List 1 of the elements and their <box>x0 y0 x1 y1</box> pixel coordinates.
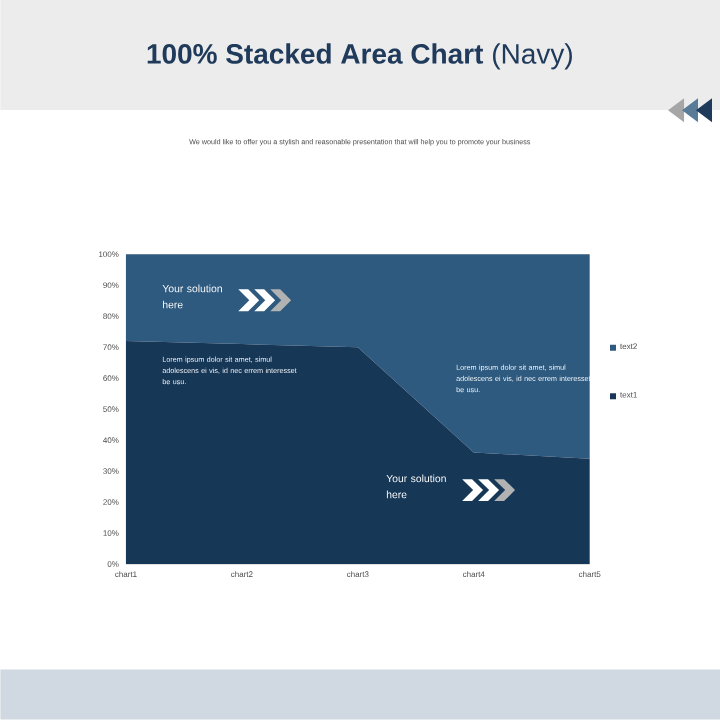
chart-title: 100% Stacked Area Chart (Navy) <box>147 43 572 70</box>
